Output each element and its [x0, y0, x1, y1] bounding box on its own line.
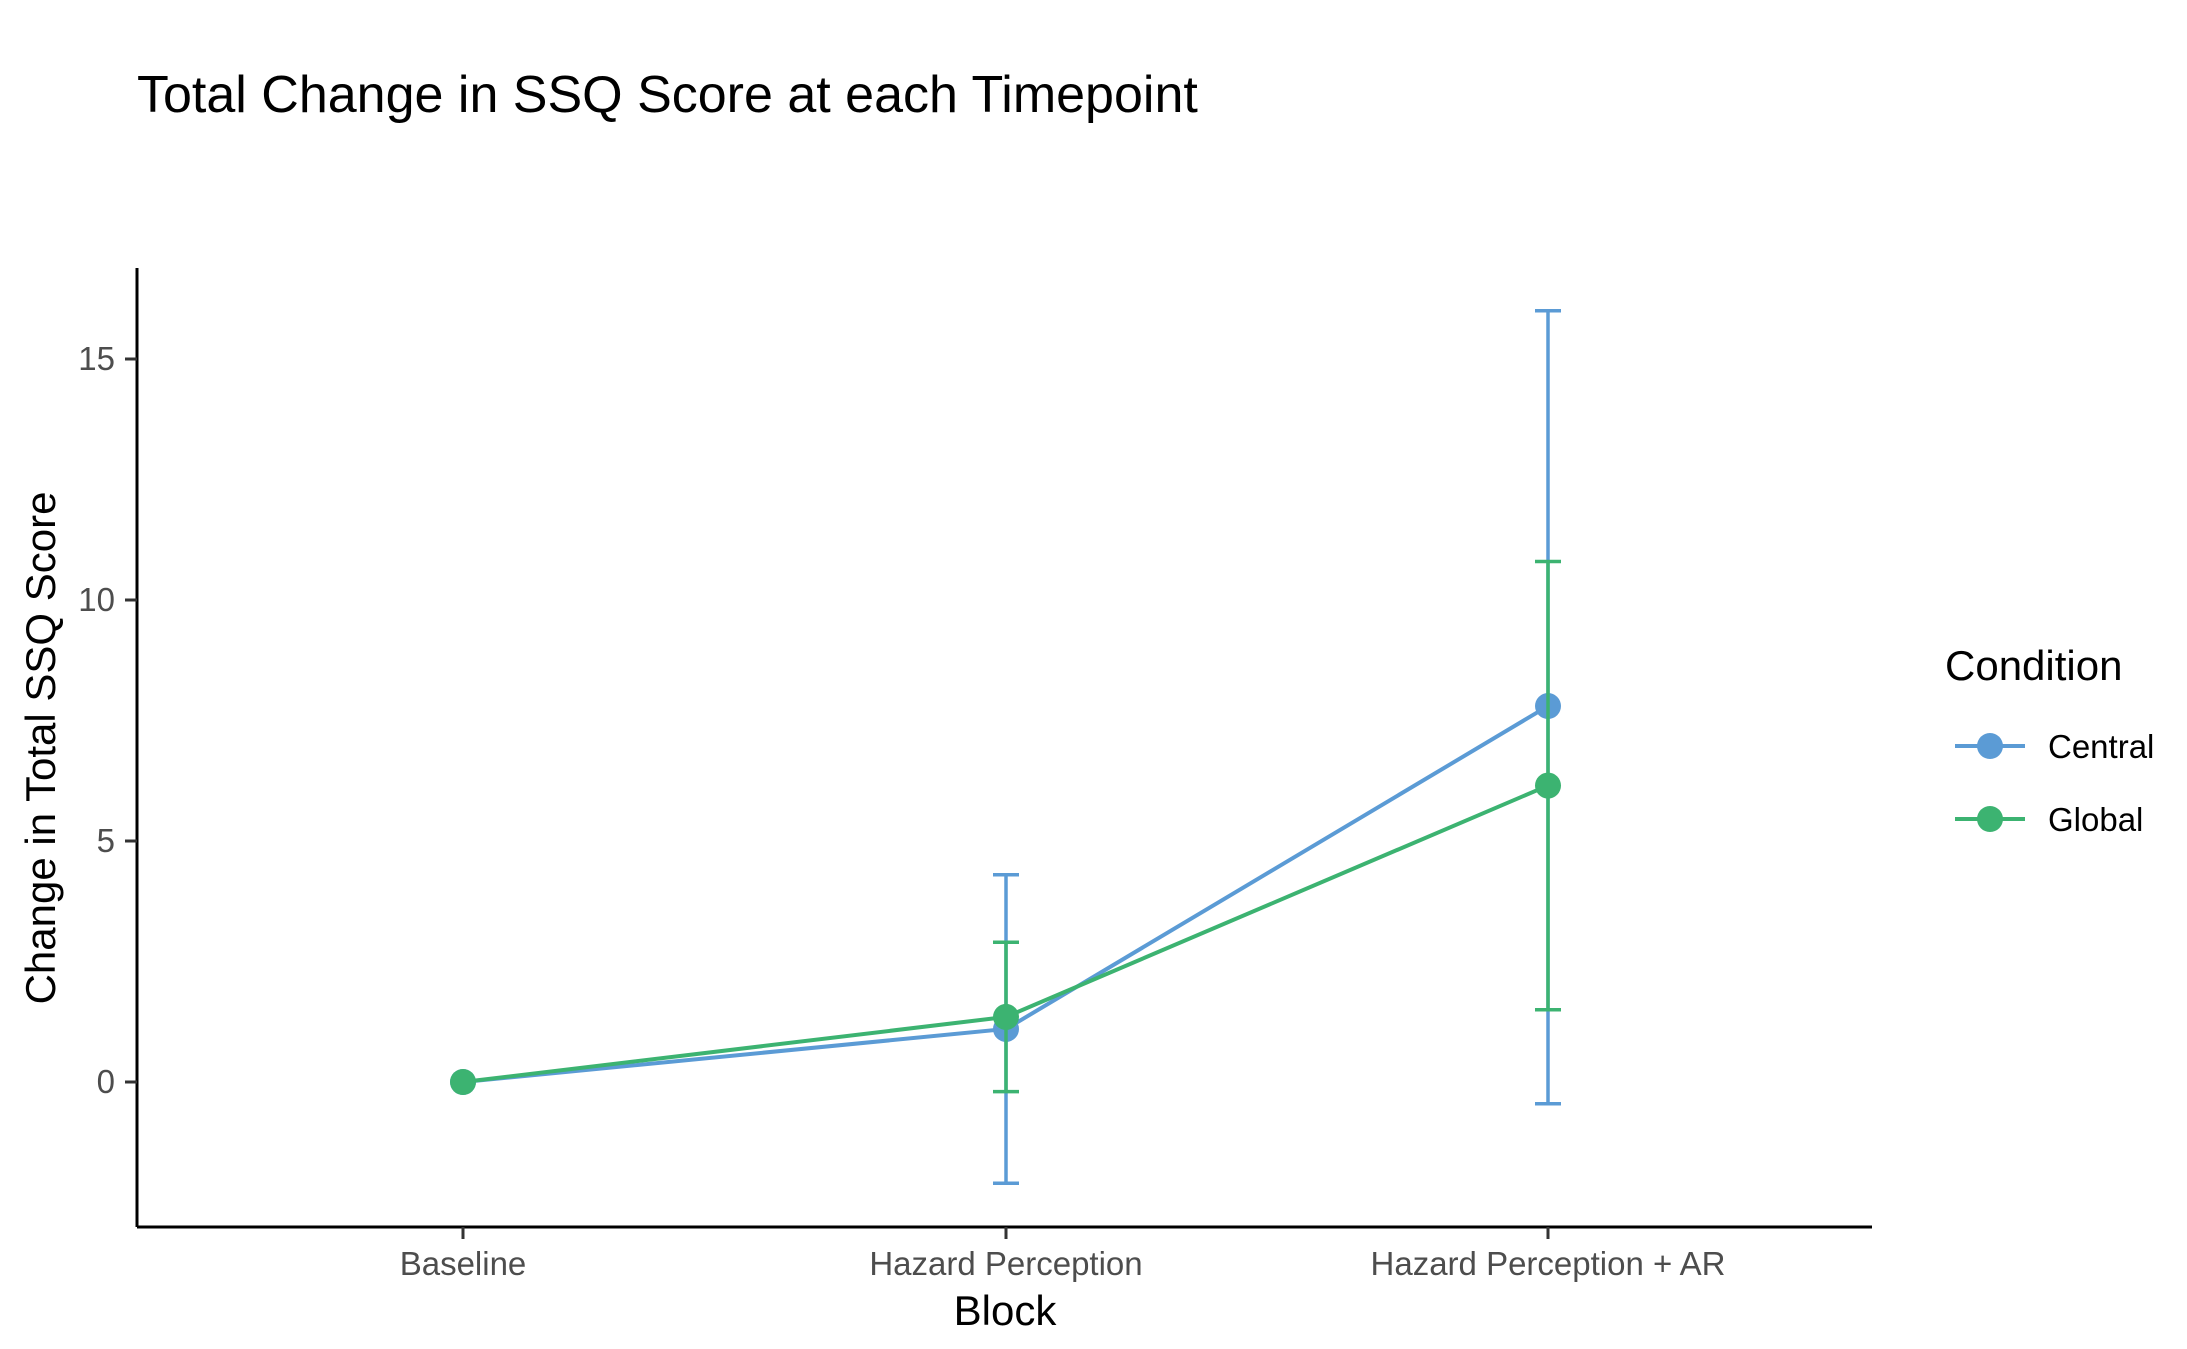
x-axis-title: Block	[954, 1287, 1058, 1334]
x-ticks: Baseline Hazard Perception Hazard Percepti…	[400, 1227, 1726, 1282]
x-tick-label: Hazard Perception + AR	[1371, 1245, 1726, 1282]
legend-key-point	[1977, 733, 2003, 759]
legend-items: Central Global	[1955, 728, 2154, 838]
legend-label: Central	[2048, 728, 2154, 765]
y-tick-label: 0	[97, 1063, 115, 1100]
y-tick-label: 5	[97, 822, 115, 859]
legend-title: Condition	[1945, 642, 2122, 689]
y-tick-label: 10	[78, 581, 115, 618]
legend-item-global: Global	[1955, 801, 2143, 838]
data-point	[450, 1069, 476, 1095]
y-ticks: 0 5 10 15	[78, 340, 137, 1100]
y-axis-title: Change in Total SSQ Score	[17, 492, 64, 1005]
data-point	[993, 1003, 1019, 1030]
series-global	[450, 559, 1561, 1095]
x-tick-label: Hazard Perception	[869, 1245, 1142, 1282]
legend-key-point	[1977, 806, 2003, 832]
chart-title: Total Change in SSQ Score at each Timepo…	[137, 66, 1198, 124]
plot-area	[450, 309, 1561, 1185]
data-point	[1535, 772, 1561, 799]
legend: Condition Central Global	[1945, 642, 2154, 838]
x-tick-label: Baseline	[400, 1245, 527, 1282]
y-tick-label: 15	[78, 340, 115, 377]
legend-label: Global	[2048, 801, 2143, 838]
legend-item-central: Central	[1955, 728, 2154, 765]
